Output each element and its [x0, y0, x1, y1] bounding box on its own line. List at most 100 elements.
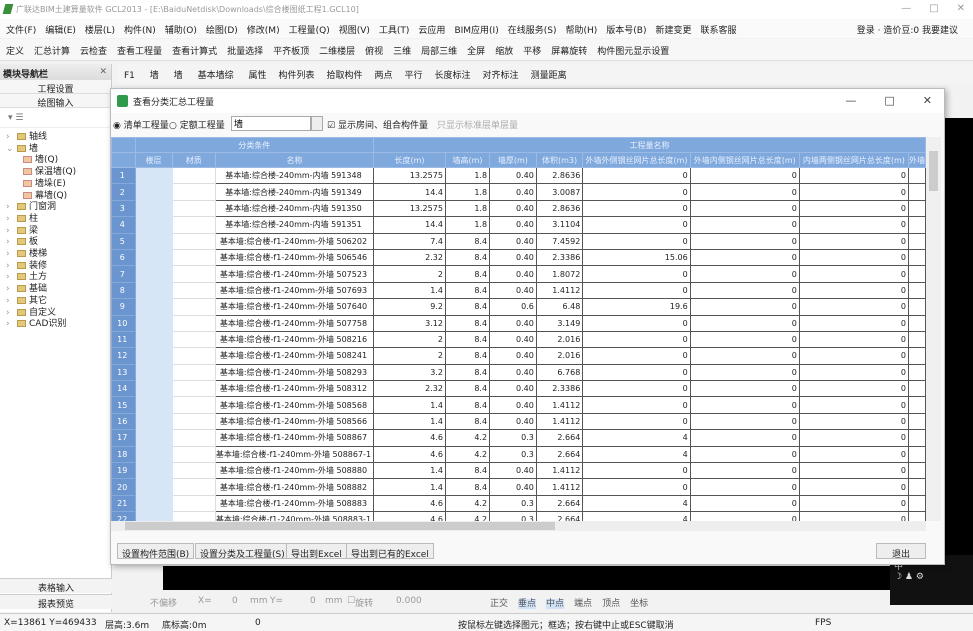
table-cell[interactable]: 0: [798, 396, 909, 414]
menu-item[interactable]: 楼层(L): [84, 26, 115, 36]
table-cell[interactable]: 4.6: [373, 494, 446, 513]
tree-list-icon[interactable]: ☰: [15, 113, 24, 123]
column-header[interactable]: 墙高(m): [444, 152, 491, 168]
table-cell[interactable]: 0.40: [489, 166, 537, 185]
table-cell[interactable]: 0.40: [489, 183, 537, 201]
table-cell[interactable]: 0.40: [489, 462, 537, 480]
chevron-right-icon[interactable]: ›: [6, 237, 10, 248]
table-cell[interactable]: 2: [373, 347, 446, 365]
table-cell[interactable]: 0: [689, 265, 800, 283]
table-row[interactable]: 14 基本墙:综合楼-f1-240mm-外墙 508312 2.32 8.4 0.40 2…: [111, 380, 926, 398]
column-header[interactable]: 长度(m): [373, 152, 446, 168]
toolbar-button[interactable]: 属性: [248, 71, 267, 81]
table-cell[interactable]: 2.8636: [535, 166, 584, 185]
table-cell[interactable]: 8.4: [444, 232, 491, 250]
table-cell[interactable]: 8.4: [444, 347, 491, 365]
toolbar-button[interactable]: 局部三维: [421, 47, 458, 57]
tree-expand-icon[interactable]: ▾: [8, 113, 13, 123]
table-cell[interactable]: 8.4: [444, 412, 491, 431]
table-cell[interactable]: [171, 265, 216, 283]
table-cell[interactable]: 0.6: [489, 298, 537, 316]
column-header[interactable]: 外墙外侧钢丝网片总长度(m): [582, 152, 691, 168]
table-cell[interactable]: 4.2: [444, 429, 491, 447]
table-cell[interactable]: 4: [582, 445, 691, 464]
toolbar-button[interactable]: 查看工程量: [117, 47, 163, 57]
table-cell[interactable]: 0.3: [489, 511, 537, 521]
table-cell[interactable]: 基本墙:综合楼-240mm-内墙 591350: [214, 199, 375, 218]
toolbar-button[interactable]: 全屏: [467, 47, 486, 57]
toolbar-button[interactable]: 三维: [393, 47, 412, 57]
table-cell[interactable]: 4.6: [373, 429, 446, 447]
table-cell[interactable]: 1.4: [373, 462, 446, 480]
chevron-right-icon[interactable]: ›: [6, 213, 10, 224]
table-cell[interactable]: [171, 199, 216, 218]
table-cell[interactable]: 0: [582, 232, 691, 250]
table-cell[interactable]: 0.40: [489, 248, 537, 267]
toolbar-button[interactable]: 两点: [374, 71, 393, 81]
tree-item[interactable]: › 基础: [6, 284, 111, 296]
menu-item[interactable]: 帮助(H): [565, 26, 598, 36]
table-cell[interactable]: [134, 248, 173, 267]
table-cell[interactable]: 0: [582, 166, 691, 185]
table-cell[interactable]: 0: [798, 216, 909, 234]
table-cell[interactable]: 1.4112: [535, 412, 584, 431]
table-cell[interactable]: 6.48: [535, 298, 584, 316]
export-excel-button[interactable]: 导出到Excel: [286, 543, 347, 560]
table-cell[interactable]: 3.149: [535, 314, 584, 332]
column-header[interactable]: 外墙内侧钢丝网片总长度(m): [689, 152, 800, 168]
table-cell[interactable]: 0.3: [489, 445, 537, 464]
table-cell[interactable]: 4: [582, 511, 691, 521]
table-cell[interactable]: [134, 412, 173, 431]
chevron-right-icon[interactable]: ›: [6, 225, 10, 236]
toolbar-button[interactable]: 平齐板顶: [273, 47, 310, 57]
tree-item[interactable]: 保温墙(Q): [6, 167, 111, 179]
table-cell[interactable]: [171, 314, 216, 332]
table-cell[interactable]: 8.4: [444, 462, 491, 480]
table-cell[interactable]: 基本墙:综合楼-f1-240mm-外墙 507640: [214, 298, 375, 316]
table-cell[interactable]: 0.40: [489, 281, 537, 300]
table-row[interactable]: 10 基本墙:综合楼-f1-240mm-外墙 507758 3.12 8.4 0.40 3…: [111, 314, 926, 332]
table-cell[interactable]: 0.40: [489, 396, 537, 414]
column-header[interactable]: 楼层: [134, 152, 173, 168]
table-cell[interactable]: 0: [582, 478, 691, 496]
table-cell[interactable]: [171, 330, 216, 349]
horizontal-scrollbar[interactable]: [111, 521, 926, 531]
table-cell[interactable]: [171, 166, 216, 185]
table-cell[interactable]: 0.40: [489, 412, 537, 431]
table-cell[interactable]: 7.4592: [535, 232, 584, 250]
table-cell[interactable]: 0.40: [489, 330, 537, 349]
set-classify-button[interactable]: 设置分类及工程量(S): [195, 543, 290, 560]
table-row[interactable]: 12 基本墙:综合楼-f1-240mm-外墙 508241 2 8.4 0.40 2.01…: [111, 347, 926, 365]
snap-toggle[interactable]: 端点: [574, 599, 593, 609]
tree-item[interactable]: › 自定义: [6, 308, 111, 320]
chevron-right-icon[interactable]: ›: [6, 284, 10, 295]
snap-toggle[interactable]: 中点: [546, 599, 565, 609]
dialog-minimize-button[interactable]: —: [845, 94, 857, 107]
menu-item[interactable]: 联系客服: [700, 26, 737, 36]
tree-item[interactable]: ⌄ 墙: [6, 144, 111, 156]
table-cell[interactable]: 0: [798, 412, 909, 431]
toolbar-button[interactable]: 屏幕旋转: [551, 47, 588, 57]
component-select[interactable]: 基本墙综: [197, 71, 234, 81]
table-cell[interactable]: 基本墙:综合楼-f1-240mm-外墙 508880: [214, 462, 375, 480]
table-cell[interactable]: 0: [689, 298, 800, 316]
table-cell[interactable]: 3.2: [373, 363, 446, 382]
table-cell[interactable]: 基本墙:综合楼-f1-240mm-外墙 507758: [214, 314, 375, 332]
table-row[interactable]: 13 基本墙:综合楼-f1-240mm-外墙 508293 3.2 8.4 0.40 6.…: [111, 363, 926, 382]
table-cell[interactable]: 0: [689, 363, 800, 382]
table-cell[interactable]: 基本墙:综合楼-f1-240mm-外墙 508568: [214, 396, 375, 414]
table-cell[interactable]: 4.6: [373, 445, 446, 464]
toolbar-button[interactable]: 云检查: [80, 47, 108, 57]
tree-item[interactable]: › 楼梯: [6, 249, 111, 261]
table-cell[interactable]: 0: [689, 216, 800, 234]
table-cell[interactable]: 0: [798, 166, 909, 185]
table-cell[interactable]: 基本墙:综合楼-240mm-内墙 591349: [214, 183, 375, 201]
tree-item[interactable]: › CAD识别: [6, 319, 111, 331]
table-cell[interactable]: [171, 412, 216, 431]
table-row[interactable]: 22 基本墙:综合楼-f1-240mm-外墙 508883-1 4.6 4.2 0.3 2…: [111, 511, 926, 521]
table-row[interactable]: 20 基本墙:综合楼-f1-240mm-外墙 508882 1.4 8.4 0.40 1.…: [111, 478, 926, 496]
column-header[interactable]: 材质: [171, 152, 216, 168]
table-cell[interactable]: [134, 462, 173, 480]
table-cell[interactable]: 0: [798, 199, 909, 218]
table-cell[interactable]: [134, 478, 173, 496]
